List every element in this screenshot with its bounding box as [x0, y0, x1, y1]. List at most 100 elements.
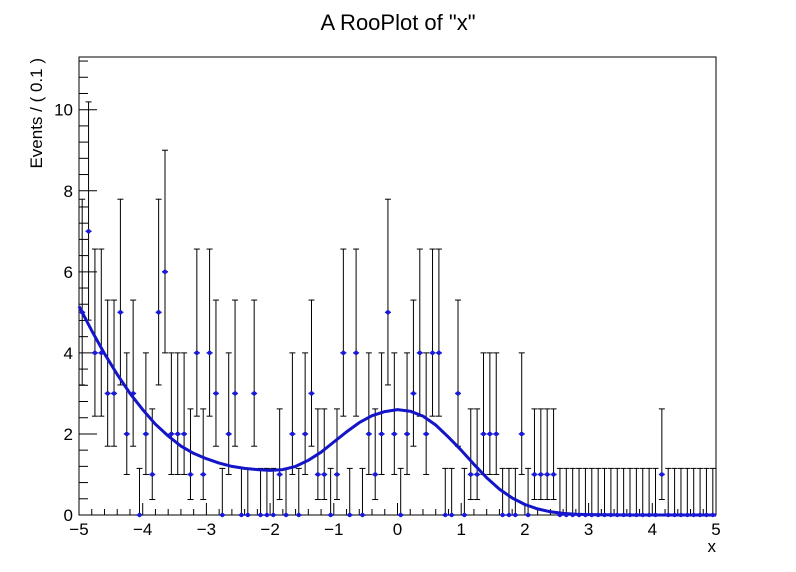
data-point: [124, 431, 129, 437]
data-point: [309, 391, 314, 396]
data-point: [697, 512, 703, 518]
data-point: [347, 512, 352, 518]
data-point: [462, 512, 467, 518]
data-point: [150, 472, 155, 477]
data-point: [627, 512, 633, 518]
data-point: [194, 350, 200, 356]
y-axis: 0 2 4 6 8 10: [54, 60, 97, 525]
data-point: [544, 472, 550, 477]
x-tick-label: −5: [69, 520, 88, 539]
y-tick-label: 10: [54, 101, 73, 120]
data-point: [583, 512, 588, 518]
data-point: [564, 512, 569, 518]
data-point: [169, 431, 174, 437]
data-point: [181, 431, 187, 437]
x-axis-title: x: [708, 537, 717, 556]
data-point: [659, 472, 665, 477]
data-point: [513, 512, 518, 518]
data-point: [251, 391, 257, 396]
data-point: [213, 391, 219, 396]
plot-frame: [78, 56, 717, 516]
data-point: [373, 472, 378, 477]
data-point: [156, 310, 161, 315]
data-point: [220, 512, 225, 518]
data-point: [99, 350, 104, 356]
x-tick-label: 0: [393, 520, 402, 539]
data-point: [685, 512, 690, 518]
data-point: [455, 391, 461, 396]
data-point: [595, 512, 601, 518]
data-point: [118, 310, 123, 315]
x-tick-label: 2: [520, 520, 529, 539]
data-point: [92, 350, 98, 356]
data-point: [360, 512, 365, 518]
data-point: [634, 512, 639, 518]
data-point: [188, 472, 193, 477]
data-point: [494, 431, 499, 437]
data-point: [525, 512, 531, 518]
y-tick-label: 0: [64, 506, 73, 525]
data-point: [704, 512, 709, 518]
data-point: [417, 350, 422, 356]
data-point: [392, 431, 397, 437]
x-tick-label: −3: [197, 520, 216, 539]
data-point: [353, 350, 359, 356]
data-point: [226, 431, 231, 437]
data-point: [532, 472, 537, 477]
x-tick-label: 3: [584, 520, 593, 539]
x-tick-label: 4: [648, 520, 657, 539]
data-point: [79, 310, 85, 315]
data-point: [500, 512, 505, 518]
data-point: [672, 512, 677, 518]
data-point: [589, 512, 594, 518]
data-point: [430, 350, 435, 356]
data-point: [105, 391, 110, 396]
y-tick-label: 6: [64, 263, 73, 282]
x-tick-label: −1: [324, 520, 343, 539]
data-point: [175, 431, 180, 437]
data-point: [646, 512, 652, 518]
data-point: [271, 512, 276, 518]
data-point: [264, 512, 270, 518]
data-point: [519, 431, 524, 437]
data-point: [678, 512, 684, 518]
data-point: [570, 512, 575, 518]
data-point: [137, 512, 142, 518]
plot-frame-rect: [78, 56, 717, 516]
data-point: [621, 512, 626, 518]
y-tick-label: 2: [64, 425, 73, 444]
y-axis-title: Events / ( 0.1 ): [27, 58, 46, 169]
data-point: [130, 391, 136, 396]
data-point: [551, 472, 556, 477]
data-point: [411, 391, 416, 396]
data-point: [162, 269, 168, 275]
x-axis: −5 −4 −3 −2 −1 0 1 2 3 4 5: [69, 503, 721, 539]
data-point: [315, 472, 321, 477]
data-point: [481, 431, 486, 437]
y-tick-label: 4: [64, 344, 73, 363]
data-point: [385, 310, 391, 315]
x-tick-label: −2: [260, 520, 279, 539]
x-tick-label: 1: [456, 520, 465, 539]
data-point: [143, 431, 149, 437]
data-point: [423, 431, 429, 437]
error-bars: [79, 101, 716, 515]
fit-curve-line: [77, 305, 716, 517]
data-point: [379, 431, 384, 437]
data-point: [366, 431, 372, 437]
data-points: [79, 229, 716, 518]
data-point: [443, 512, 448, 518]
data-point: [239, 512, 244, 518]
data-point: [398, 512, 403, 518]
data-point: [487, 431, 493, 437]
data-point: [576, 512, 582, 518]
y-tick-label: 8: [64, 182, 73, 201]
data-point: [334, 472, 340, 477]
data-point: [111, 391, 117, 396]
data-point: [468, 472, 473, 477]
data-point: [207, 350, 212, 356]
data-point: [86, 229, 91, 234]
data-point: [710, 512, 716, 518]
data-point: [302, 431, 308, 437]
